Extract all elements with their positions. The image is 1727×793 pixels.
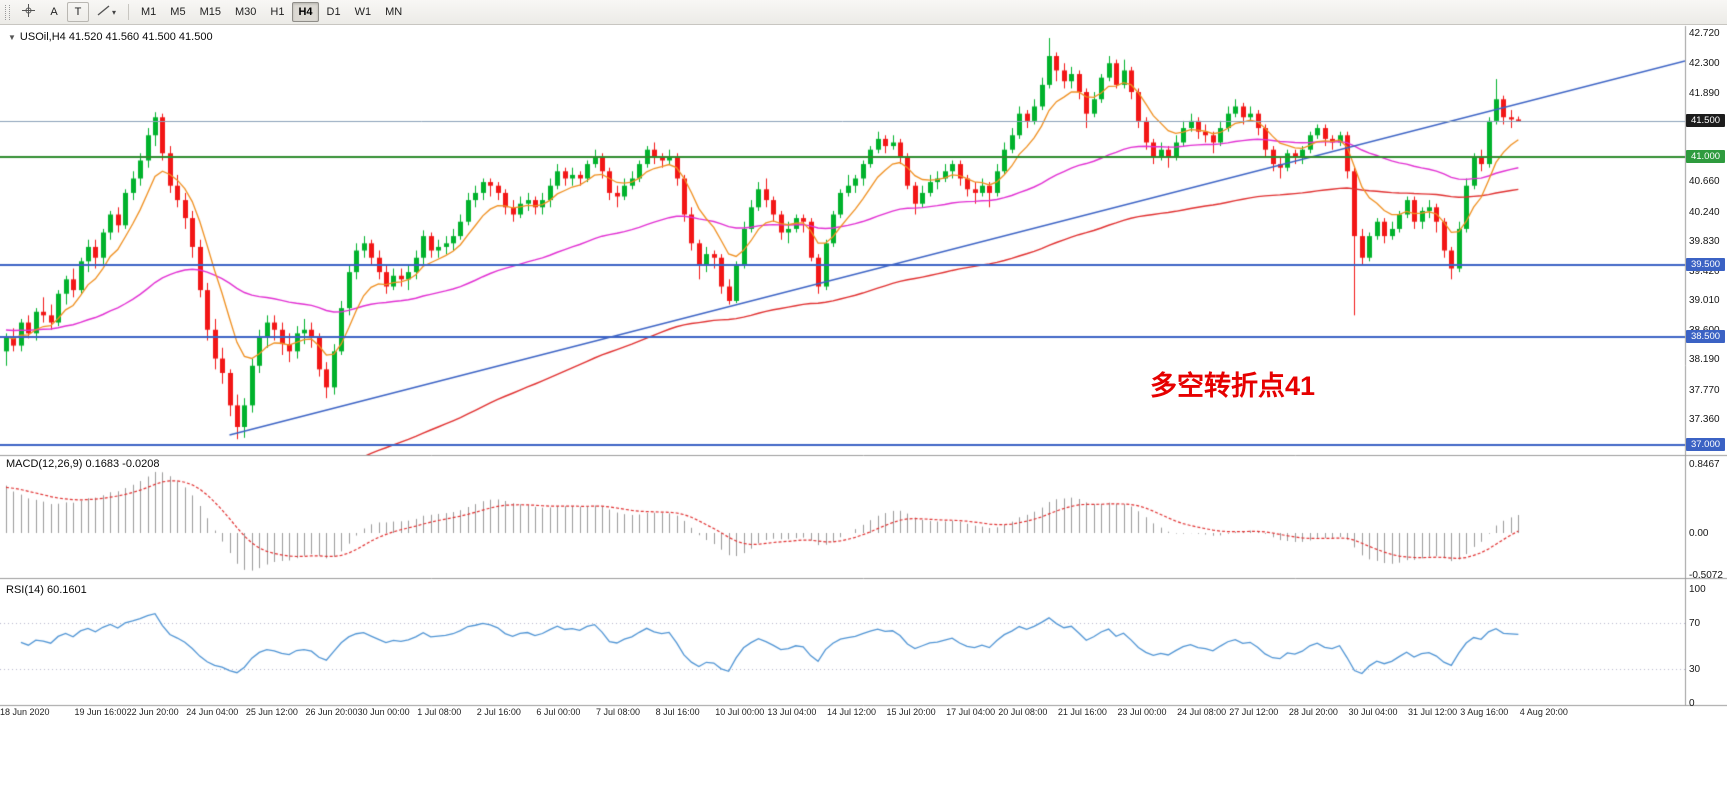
line-studies-button[interactable]: ▾: [91, 2, 122, 22]
crosshair-tool-button[interactable]: [16, 2, 41, 22]
insert-label-button[interactable]: T: [67, 2, 89, 22]
timeframe-buttons: M1 M5 M15 M30 H1 H4 D1 W1 MN: [134, 2, 409, 22]
timeframe-m1-button[interactable]: M1: [141, 6, 157, 18]
timeframe-m5-button[interactable]: M5: [170, 6, 186, 18]
timeframe-mn-button[interactable]: MN: [385, 6, 403, 18]
timeframe-w1-button[interactable]: W1: [354, 6, 372, 18]
macd-indicator-label: MACD(12,26,9) 0.1683 -0.0208: [6, 458, 160, 470]
chart-symbol-label: ▼ USOil,H4 41.520 41.560 41.500 41.500: [8, 31, 213, 43]
insert-text-button[interactable]: A: [43, 2, 65, 22]
text-tool-label: A: [50, 6, 58, 18]
trendline-icon: [97, 4, 110, 20]
dropdown-caret-icon: ▾: [112, 7, 117, 17]
symbol-marker-icon: ▼: [8, 32, 16, 42]
timeframe-m15-button[interactable]: M15: [199, 6, 221, 18]
crosshair-icon: [22, 4, 35, 20]
timeframe-h1-button[interactable]: H1: [270, 6, 285, 18]
symbol-ohlc-text: USOil,H4 41.520 41.560 41.500 41.500: [19, 31, 213, 43]
chart-annotation-text: 多空转折点41: [1150, 371, 1316, 401]
timeframe-m30-button[interactable]: M30: [234, 6, 257, 18]
rsi-indicator-label: RSI(14) 60.1601: [6, 584, 87, 596]
toolbar: A T ▾ M1 M5 M15 M30 H1 H4 D1 W1 MN: [0, 0, 1727, 25]
toolbar-grip-icon[interactable]: [5, 4, 10, 20]
timeframe-d1-button[interactable]: D1: [326, 6, 341, 18]
timeframe-h4-button[interactable]: H4: [292, 2, 319, 22]
toolbar-separator: [128, 4, 130, 20]
label-tool-label: T: [74, 6, 82, 18]
